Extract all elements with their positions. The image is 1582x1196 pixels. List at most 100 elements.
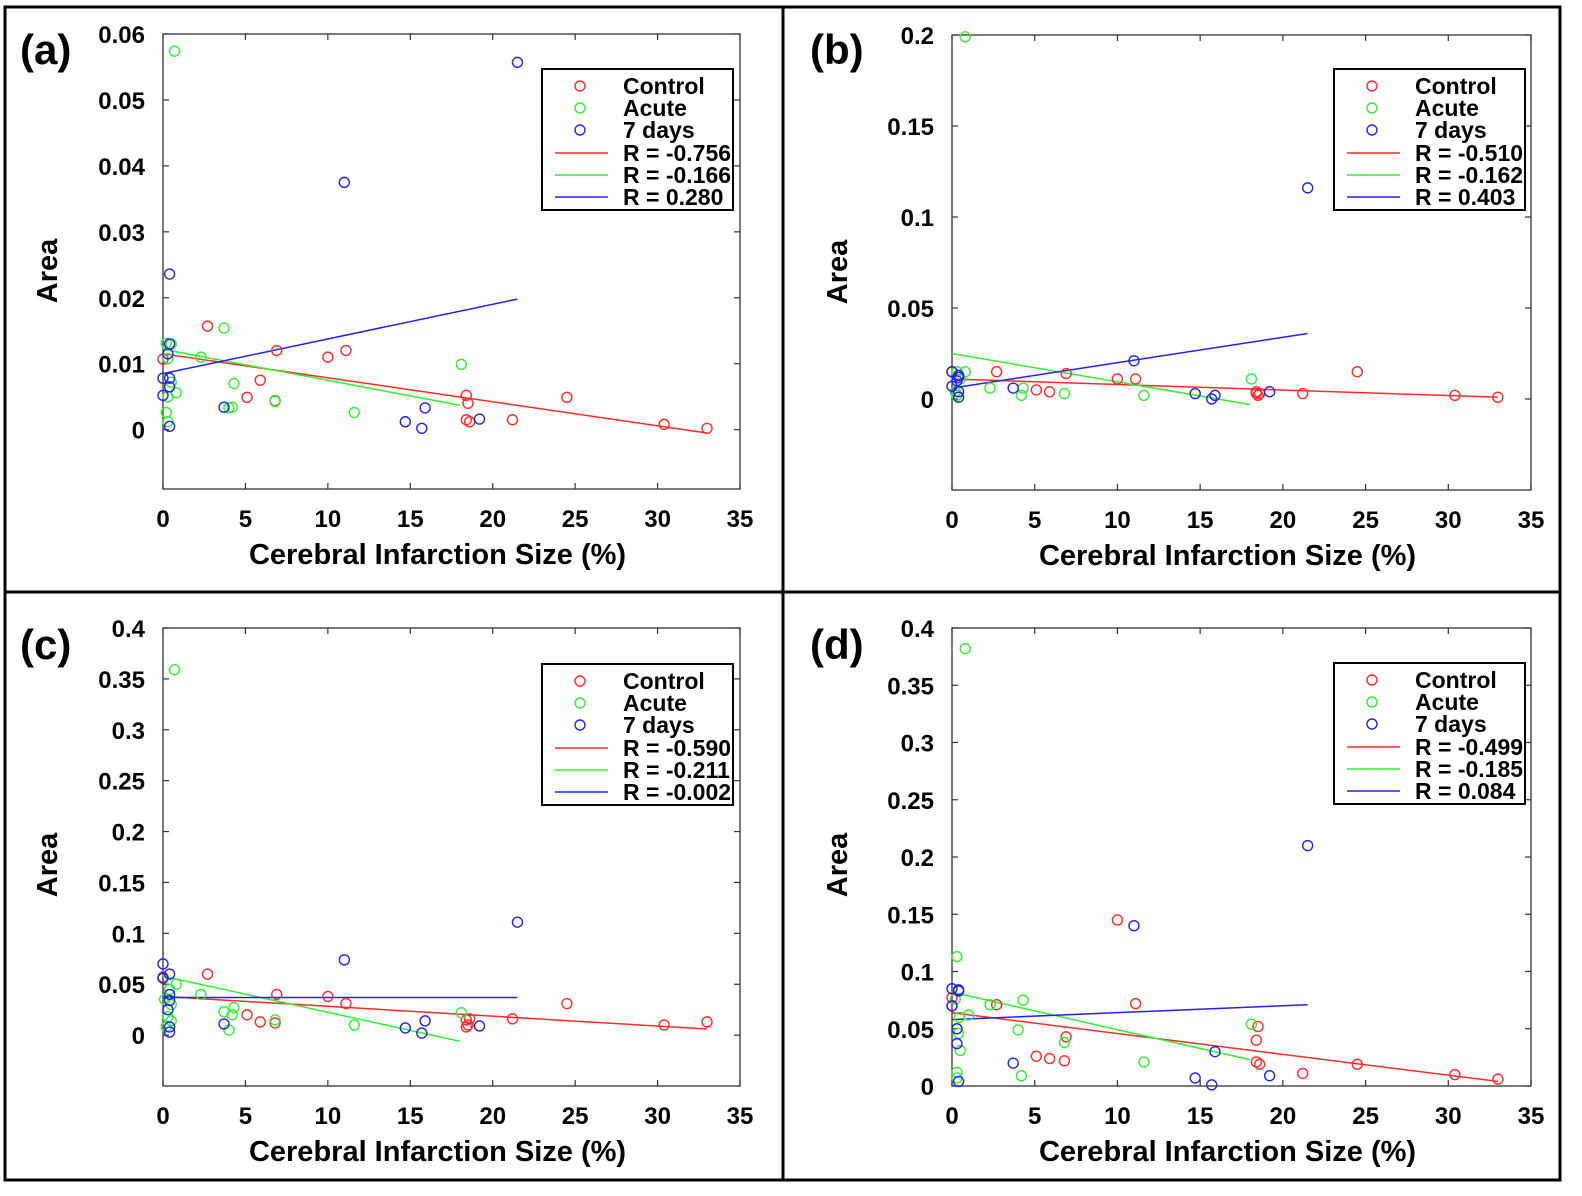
data-point <box>228 1001 240 1014</box>
data-point <box>218 1018 230 1030</box>
data-point <box>1245 1018 1258 1030</box>
y-tick-label: 0.01 <box>98 352 145 379</box>
data-point <box>658 1019 670 1031</box>
y-tick-label: 0.4 <box>901 616 935 643</box>
data-point <box>1015 389 1028 402</box>
data-point <box>1128 920 1140 932</box>
x-tick-label: 20 <box>1270 1103 1297 1130</box>
data-point <box>322 990 334 1003</box>
y-tick-label: 0.35 <box>98 667 145 694</box>
data-point <box>1252 389 1264 402</box>
y-axis-label: Area <box>822 832 854 897</box>
data-point <box>455 358 468 371</box>
data-point <box>340 344 352 357</box>
data-point <box>1058 387 1071 400</box>
data-point <box>1060 1031 1072 1043</box>
x-tick-label: 15 <box>397 1103 424 1130</box>
x-tick-label: 30 <box>644 506 671 533</box>
x-tick-label: 25 <box>562 1103 589 1130</box>
y-tick-label: 0.3 <box>901 731 934 758</box>
data-point <box>962 1009 975 1021</box>
x-tick-label: 0 <box>945 1103 958 1130</box>
data-point <box>254 1016 266 1028</box>
legend-marker-icon <box>574 124 586 136</box>
legend-fit-label: R = 0.403 <box>1415 184 1515 210</box>
data-point <box>952 985 965 997</box>
data-point <box>1111 914 1124 926</box>
legend-label: 7 days <box>623 117 695 143</box>
data-point <box>946 982 958 995</box>
data-point <box>1128 355 1140 367</box>
data-point <box>951 950 963 963</box>
fit-line-7-days <box>951 332 1308 389</box>
x-tick-label: 15 <box>1187 1103 1214 1130</box>
panel-label: (c) <box>20 621 71 668</box>
x-axis-label: Cerebral Infarction Size (%) <box>1039 540 1416 572</box>
y-tick-label: 0 <box>921 387 934 414</box>
x-tick-label: 25 <box>562 506 589 533</box>
data-point <box>157 958 169 970</box>
data-point <box>455 1007 468 1019</box>
series-7-days <box>946 182 1314 405</box>
y-tick-label: 0.2 <box>901 845 934 872</box>
data-point <box>1007 382 1019 394</box>
data-point <box>1138 389 1150 402</box>
data-point <box>1007 1057 1019 1069</box>
data-point <box>1012 1024 1024 1036</box>
data-point <box>168 45 181 57</box>
data-point <box>511 56 524 69</box>
legend-marker-icon <box>1366 102 1378 114</box>
legend-marker-icon <box>574 80 586 92</box>
series-control <box>157 968 713 1033</box>
x-tick-label: 35 <box>727 1103 754 1130</box>
x-tick-label: 20 <box>479 1103 506 1130</box>
data-point <box>163 381 176 393</box>
data-point <box>195 351 207 363</box>
x-tick-label: 5 <box>1028 1103 1041 1130</box>
y-tick-label: 0.4 <box>112 616 146 643</box>
data-point <box>701 422 713 435</box>
data-point <box>157 389 169 402</box>
x-tick-label: 35 <box>727 506 754 533</box>
y-tick-label: 0.06 <box>98 22 145 49</box>
x-tick-label: 25 <box>1352 507 1379 534</box>
y-tick-label: 0.05 <box>98 88 145 115</box>
data-point <box>254 374 266 386</box>
y-tick-label: 0 <box>132 1023 145 1050</box>
data-point <box>1058 1055 1071 1067</box>
series-7-days <box>157 916 524 1039</box>
data-point <box>1189 1072 1201 1084</box>
legend-label: 7 days <box>1415 117 1487 143</box>
data-point <box>165 1015 177 1027</box>
legend-label: Acute <box>623 95 687 121</box>
data-point <box>241 1009 253 1021</box>
legend-box <box>541 663 734 806</box>
data-point <box>1209 389 1221 402</box>
data-point <box>399 416 412 428</box>
data-point <box>1043 386 1056 398</box>
legend-label: Control <box>623 73 705 99</box>
data-point <box>162 416 174 428</box>
y-tick-label: 0.35 <box>887 673 934 700</box>
data-point <box>399 1022 412 1034</box>
panel-label: (d) <box>810 621 864 668</box>
data-point <box>416 422 428 435</box>
data-point <box>1015 1069 1028 1082</box>
y-tick-label: 0.05 <box>887 296 934 323</box>
legend-fit-label: R = -0.510 <box>1415 140 1523 166</box>
x-tick-label: 20 <box>479 506 506 533</box>
fit-line-7-days <box>162 298 518 375</box>
data-point <box>1252 1020 1264 1033</box>
y-tick-label: 0.05 <box>887 1017 934 1044</box>
x-tick-label: 5 <box>239 506 252 533</box>
panel-label: (a) <box>20 26 71 73</box>
x-tick-label: 5 <box>1028 507 1041 534</box>
data-point <box>338 176 351 189</box>
data-point <box>1017 994 1029 1006</box>
data-point <box>269 1014 281 1026</box>
series-7-days <box>157 56 524 435</box>
data-point <box>322 351 334 363</box>
